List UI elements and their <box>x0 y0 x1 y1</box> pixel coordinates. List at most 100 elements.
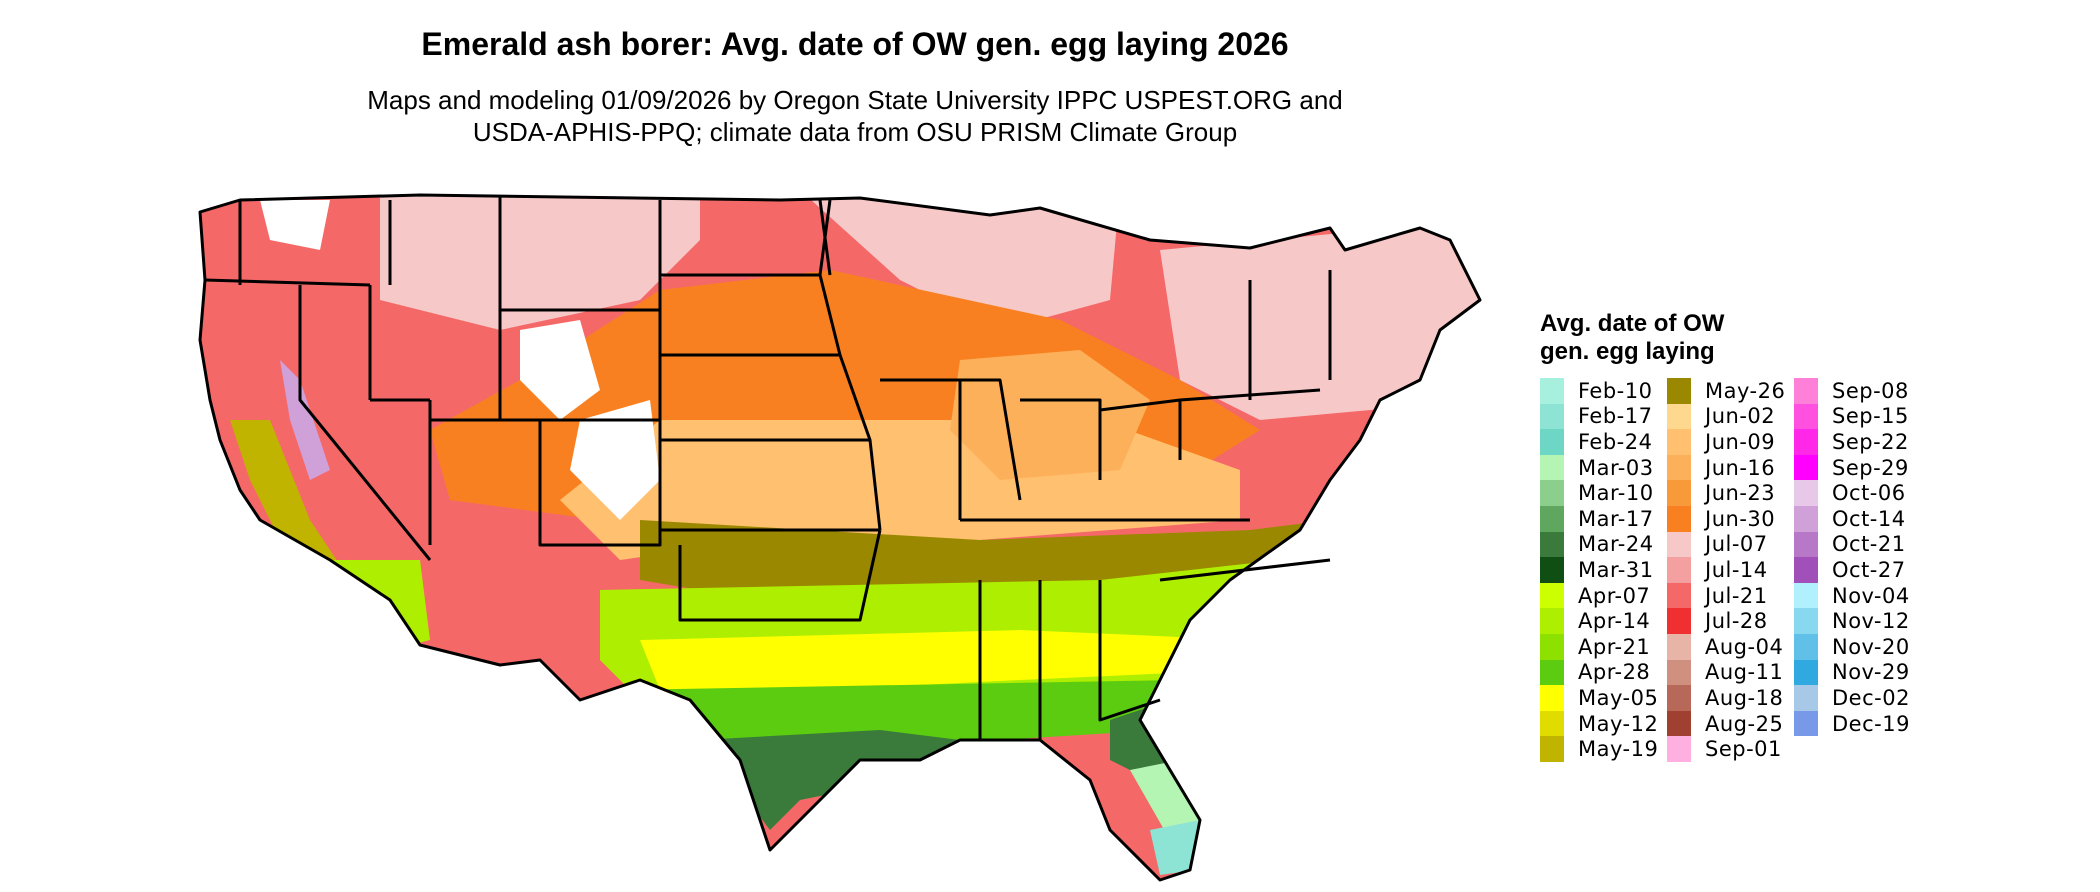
legend-label: Sep-15 <box>1832 404 1909 429</box>
legend-item: Feb-17 <box>1540 403 1670 430</box>
legend-label: Feb-10 <box>1578 378 1653 403</box>
legend-item: Aug-11 <box>1667 659 1797 686</box>
state-lines-east <box>880 270 1332 740</box>
legend-label: May-12 <box>1578 711 1659 736</box>
legend-label: Nov-12 <box>1832 609 1910 634</box>
legend-label: May-05 <box>1578 685 1659 710</box>
legend-swatch <box>1667 454 1691 481</box>
legend-item: Nov-04 <box>1794 582 1924 609</box>
legend-item: Aug-18 <box>1667 685 1797 711</box>
subtitle-line-1: Maps and modeling 01/09/2026 by Oregon S… <box>367 85 1343 115</box>
legend-label: Jun-09 <box>1705 429 1776 454</box>
region-upper-midwest <box>800 195 1120 330</box>
legend-swatch <box>1667 659 1691 686</box>
region-high-mountains-1 <box>520 320 600 420</box>
legend-swatch <box>1540 480 1564 506</box>
legend-swatch <box>1667 710 1691 737</box>
legend-item: Nov-20 <box>1794 633 1924 660</box>
legend-label: Aug-25 <box>1705 711 1784 736</box>
legend-swatch <box>1540 429 1564 455</box>
legend-swatch <box>1540 531 1564 558</box>
legend-item: Feb-10 <box>1540 378 1670 404</box>
legend-item: Mar-31 <box>1540 557 1670 583</box>
legend-item: Sep-15 <box>1794 403 1924 430</box>
legend-swatch <box>1540 378 1564 404</box>
legend-item: Jul-28 <box>1667 608 1797 634</box>
legend-label: Nov-04 <box>1832 583 1910 608</box>
legend-label: Jun-30 <box>1705 506 1776 531</box>
map-subtitle: Maps and modeling 01/09/2026 by Oregon S… <box>0 84 1710 148</box>
legend-swatch <box>1794 659 1818 686</box>
legend-label: Mar-03 <box>1578 455 1654 480</box>
legend-item: Oct-06 <box>1794 480 1924 506</box>
legend-label: Dec-02 <box>1832 685 1910 710</box>
legend-label: Sep-01 <box>1705 737 1782 762</box>
legend-label: Aug-04 <box>1705 634 1784 659</box>
legend-swatch <box>1794 429 1818 455</box>
legend-swatch <box>1540 454 1564 481</box>
legend-label: Jul-14 <box>1705 557 1768 582</box>
legend-swatch <box>1794 582 1818 609</box>
legend-item: Oct-21 <box>1794 531 1924 558</box>
region-florida-tip <box>1150 820 1200 875</box>
legend-item: Nov-29 <box>1794 659 1924 686</box>
legend-item: Sep-29 <box>1794 454 1924 481</box>
legend-label: Feb-17 <box>1578 404 1653 429</box>
legend-swatch <box>1540 608 1564 634</box>
legend-swatch <box>1794 505 1818 532</box>
legend-swatch <box>1794 403 1818 430</box>
legend-label: Sep-08 <box>1832 378 1909 403</box>
legend-item: May-26 <box>1667 378 1797 404</box>
legend-label: Jun-02 <box>1705 404 1776 429</box>
legend-swatch <box>1667 531 1691 558</box>
legend-swatch <box>1540 582 1564 609</box>
region-high-mountains-3 <box>260 200 330 250</box>
legend-item: May-12 <box>1540 710 1670 737</box>
legend-item: Jun-16 <box>1667 454 1797 481</box>
legend-item: Apr-14 <box>1540 608 1670 634</box>
legend-swatch <box>1794 608 1818 634</box>
legend: Avg. date of OW gen. egg laying Feb-10 Fe… <box>1540 310 2060 778</box>
legend-item: Sep-22 <box>1794 429 1924 455</box>
legend-item: Feb-24 <box>1540 429 1670 455</box>
legend-swatch <box>1540 403 1564 430</box>
legend-title-line-1: Avg. date of OW <box>1540 310 1725 337</box>
legend-label: Apr-21 <box>1578 634 1651 659</box>
legend-item: Nov-12 <box>1794 608 1924 634</box>
legend-item: Sep-08 <box>1794 378 1924 404</box>
legend-swatch <box>1667 582 1691 609</box>
legend-swatch <box>1667 429 1691 455</box>
legend-label: Jun-23 <box>1705 481 1776 506</box>
legend-item: Mar-17 <box>1540 505 1670 532</box>
legend-swatch <box>1667 557 1691 583</box>
legend-swatch <box>1794 531 1818 558</box>
legend-item: Apr-21 <box>1540 633 1670 660</box>
us-phenology-map <box>198 193 1482 882</box>
legend-item: Dec-19 <box>1794 710 1924 737</box>
legend-item: Jul-21 <box>1667 582 1797 609</box>
region-high-mountains-2 <box>570 400 660 520</box>
region-sierra <box>280 360 330 480</box>
legend-label: Jul-28 <box>1705 609 1768 634</box>
legend-label: Apr-07 <box>1578 583 1651 608</box>
legend-column-3: Sep-08 Sep-15 Sep-22 Sep-29 Oct-06 Oct-14 Oct-… <box>1794 378 1924 737</box>
map-fill-layer <box>200 195 1480 880</box>
legend-item: Oct-27 <box>1794 557 1924 583</box>
state-lines-west <box>204 195 662 561</box>
legend-swatch <box>1540 736 1564 762</box>
legend-swatch <box>1667 685 1691 711</box>
legend-label: Aug-11 <box>1705 660 1784 685</box>
legend-item: Jul-14 <box>1667 557 1797 583</box>
region-gulf-coast <box>700 730 960 830</box>
legend-item: Mar-03 <box>1540 454 1670 481</box>
legend-title-line-2: gen. egg laying <box>1540 338 1715 365</box>
legend-label: Mar-31 <box>1578 557 1654 582</box>
legend-swatch <box>1667 378 1691 404</box>
legend-swatch <box>1667 505 1691 532</box>
legend-label: Mar-17 <box>1578 506 1654 531</box>
legend-swatch <box>1794 710 1818 737</box>
legend-item: Oct-14 <box>1794 505 1924 532</box>
legend-swatch <box>1540 685 1564 711</box>
legend-swatch <box>1667 480 1691 506</box>
legend-label: Mar-10 <box>1578 481 1654 506</box>
